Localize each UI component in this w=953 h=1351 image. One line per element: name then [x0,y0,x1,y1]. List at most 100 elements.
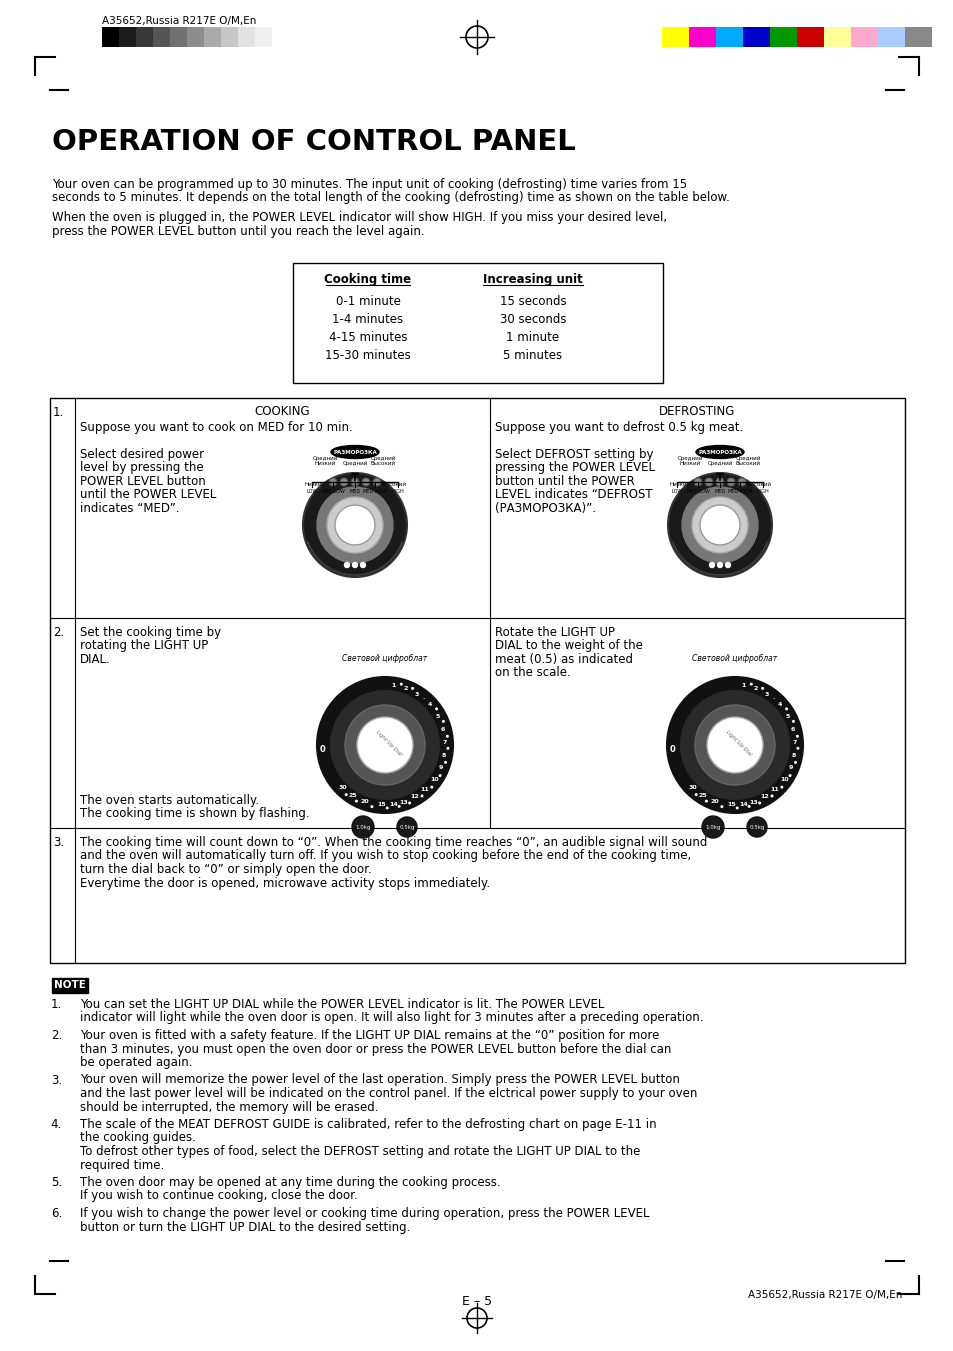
Bar [237,27,254,47]
Circle shape [445,735,449,738]
Circle shape [667,473,771,577]
Text: 2.: 2. [53,626,64,639]
Text: HIGH: HIGH [392,489,404,494]
Text: 20: 20 [360,798,369,804]
Text: 10: 10 [779,777,787,782]
Text: than 3 minutes, you must open the oven door or press the POWER LEVEL button befo: than 3 minutes, you must open the oven d… [80,1043,671,1055]
Text: РАЗМОРОЗКА: РАЗМОРОЗКА [698,450,741,454]
Text: 13: 13 [748,800,757,805]
Text: MED·LOW: MED·LOW [321,489,345,494]
Text: Light Up Dial: Light Up Dial [724,730,752,757]
Text: Средний: Средний [706,461,732,466]
Text: Средний
Высокий: Средний Высокий [735,455,760,466]
Bar [221,27,237,47]
Circle shape [408,801,411,804]
Circle shape [666,677,802,813]
Circle shape [693,478,701,486]
Text: 1 minute: 1 minute [506,331,559,345]
Text: DEFROSTING: DEFROSTING [659,405,735,417]
Circle shape [704,478,712,486]
Bar [52,978,88,993]
Circle shape [361,478,370,486]
Circle shape [356,717,413,773]
Bar [119,27,136,47]
Circle shape [411,686,414,690]
Bar [661,27,688,47]
Text: Низкий: Низкий [305,481,326,486]
Text: 0: 0 [320,746,326,754]
Text: 15: 15 [377,802,386,808]
Text: seconds to 5 minutes. It depends on the total length of the cooking (defrosting): seconds to 5 minutes. It depends on the … [52,192,729,204]
Text: Increasing unit: Increasing unit [482,273,582,286]
Bar [204,27,221,47]
Text: NOTE: NOTE [54,979,86,989]
Text: be operated again.: be operated again. [80,1056,193,1069]
Text: 15 seconds: 15 seconds [499,295,566,308]
Text: turn the dial back to “0” or simply open the door.: turn the dial back to “0” or simply open… [80,863,372,875]
Text: 0: 0 [669,746,675,754]
Circle shape [717,562,721,567]
Text: Your oven can be programmed up to 30 minutes. The input unit of cooking (defrost: Your oven can be programmed up to 30 min… [52,178,686,190]
Text: on the scale.: on the scale. [495,666,570,680]
Text: until the POWER LEVEL: until the POWER LEVEL [80,489,216,501]
Circle shape [360,562,365,567]
Text: 8: 8 [441,753,446,758]
Circle shape [316,677,453,813]
Circle shape [344,793,347,796]
Text: 3: 3 [415,692,418,697]
Circle shape [724,562,730,567]
Text: 5: 5 [436,715,439,719]
Text: 30: 30 [687,785,696,790]
Text: Everytime the door is opened, microwave activity stops immediately.: Everytime the door is opened, microwave … [80,877,490,889]
Text: 4: 4 [777,703,781,708]
Circle shape [700,505,740,544]
Text: When the oven is plugged in, the POWER LEVEL indicator will show HIGH. If you mi: When the oven is plugged in, the POWER L… [52,211,666,224]
Circle shape [430,786,433,789]
Circle shape [716,478,723,486]
Circle shape [335,505,375,544]
Bar [688,27,716,47]
Text: 15-30 minutes: 15-30 minutes [325,349,411,362]
Text: The scale of the MEAT DEFROST GUIDE is calibrated, refer to the defrosting chart: The scale of the MEAT DEFROST GUIDE is c… [80,1119,656,1131]
Text: POWER LEVEL button: POWER LEVEL button [80,476,206,488]
Text: 7: 7 [792,740,797,746]
Text: If you wish to continue cooking, close the door.: If you wish to continue cooking, close t… [80,1189,357,1202]
Circle shape [330,690,439,800]
Circle shape [441,720,444,723]
Text: 13: 13 [398,800,408,805]
Text: Light Up Dial: Light Up Dial [375,730,402,757]
Ellipse shape [696,446,743,458]
Text: Световой цифроблат: Световой цифроблат [692,654,777,663]
Text: pressing the POWER LEVEL: pressing the POWER LEVEL [495,462,655,474]
Bar [769,27,796,47]
Text: MED: MED [349,489,360,494]
Text: 1.: 1. [51,998,62,1011]
Text: Suppose you want to defrost 0.5 kg meat.: Suppose you want to defrost 0.5 kg meat. [495,422,742,434]
Text: If you wish to change the power level or cooking time during operation, press th: If you wish to change the power level or… [80,1206,649,1220]
Text: 20: 20 [709,798,718,804]
Circle shape [352,816,374,838]
Circle shape [780,786,782,789]
Circle shape [788,774,791,777]
Circle shape [694,793,697,796]
Text: the cooking guides.: the cooking guides. [80,1132,195,1144]
Circle shape [316,486,393,563]
Text: To defrost other types of food, select the DEFROST setting and rotate the LIGHT : To defrost other types of food, select t… [80,1146,639,1158]
Text: Низкий: Низкий [669,481,691,486]
Bar [823,27,850,47]
Text: 1.0kg: 1.0kg [704,824,720,830]
Bar [102,27,119,47]
Text: 9: 9 [787,765,792,770]
Circle shape [784,708,787,711]
Text: press the POWER LEVEL button until you reach the level again.: press the POWER LEVEL button until you r… [52,224,424,238]
Circle shape [735,807,738,809]
Bar [272,27,289,47]
Circle shape [701,816,723,838]
Text: The oven door may be opened at any time during the cooking process.: The oven door may be opened at any time … [80,1175,500,1189]
Text: ·: · [772,697,774,701]
Text: 3.: 3. [51,1074,62,1086]
Text: E – 5: E – 5 [461,1296,492,1308]
Text: 6: 6 [440,727,445,732]
Text: button until the POWER: button until the POWER [495,476,634,488]
Text: DIAL to the weight of the: DIAL to the weight of the [495,639,642,653]
